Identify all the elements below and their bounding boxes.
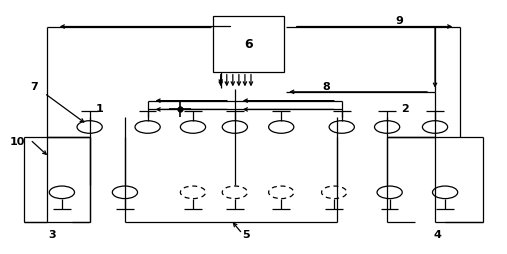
Text: 8: 8: [323, 82, 331, 92]
Text: 10: 10: [10, 137, 25, 147]
Text: 9: 9: [396, 17, 404, 26]
Text: 7: 7: [30, 82, 38, 92]
Text: 1: 1: [96, 104, 103, 114]
Text: 2: 2: [401, 104, 409, 114]
Bar: [213, 17, 284, 72]
Text: 3: 3: [48, 230, 56, 240]
Text: 5: 5: [242, 230, 250, 240]
Text: 4: 4: [433, 230, 442, 240]
Text: 6: 6: [244, 38, 253, 51]
